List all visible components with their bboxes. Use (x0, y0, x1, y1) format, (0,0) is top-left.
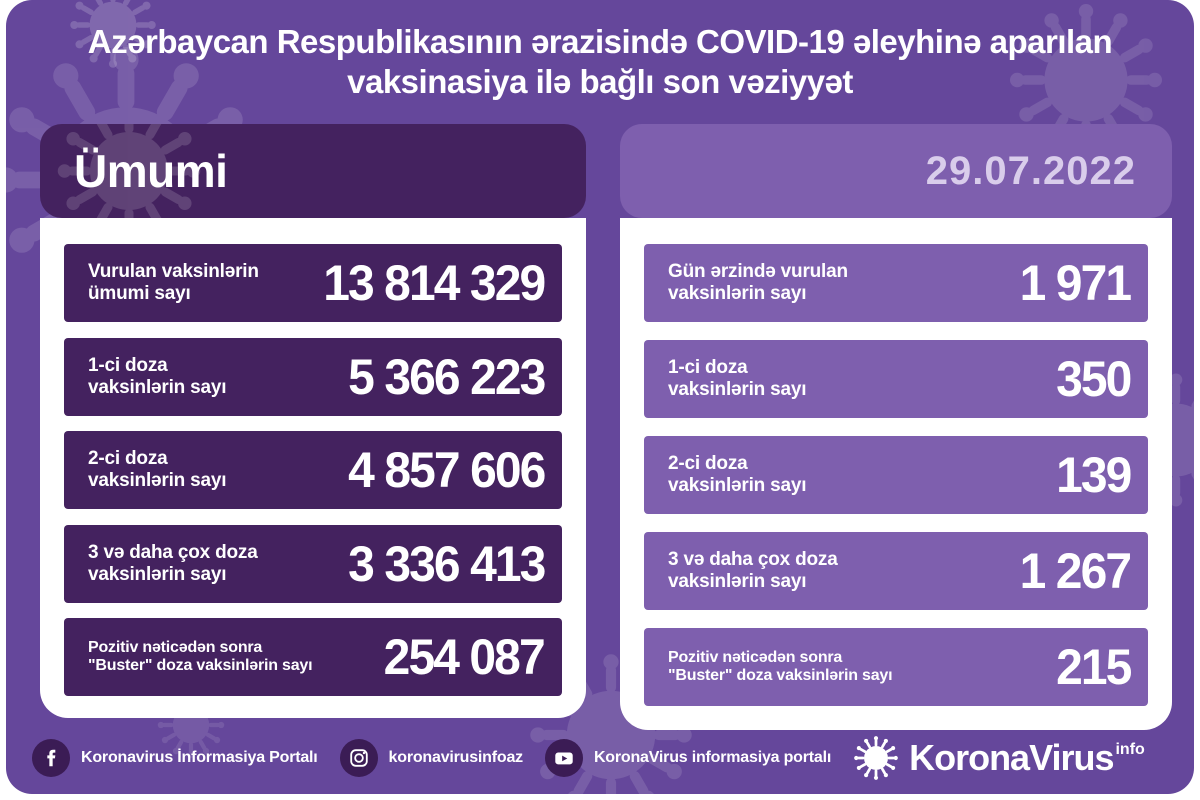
stat-label: 1-ci doza vaksinlərin sayı (668, 357, 807, 400)
stat-label: 3 və daha çox doza vaksinlərin sayı (668, 549, 838, 592)
footer: Koronavirus İnformasiya Portalı koronavi… (6, 730, 1194, 786)
youtube-link[interactable]: KoronaVirus informasiya portalı (544, 739, 832, 777)
stat-label: 2-ci doza vaksinlərin sayı (668, 453, 807, 496)
stat-value: 139 (1055, 447, 1132, 503)
stat-label: 2-ci doza vaksinlərin sayı (88, 448, 227, 491)
page-title-line2: vaksinasiya ilə bağlı son vəziyyət (347, 63, 853, 101)
stat-value: 254 087 (383, 629, 546, 685)
stat-label: 1-ci doza vaksinlərin sayı (88, 354, 227, 398)
facebook-link[interactable]: Koronavirus İnformasiya Portalı (32, 739, 318, 777)
stat-value: 4 857 606 (347, 442, 546, 498)
stat-value: 1 267 (1019, 543, 1131, 599)
stat-row-booster-daily: Pozitiv nəticədən sonra "Buster" doza va… (644, 628, 1148, 706)
totals-card: Vurulan vaksinlərin ümumi sayı 13 814 32… (40, 218, 586, 718)
stat-row-dose3plus-daily: 3 və daha çox doza vaksinlərin sayı 1 26… (644, 532, 1148, 610)
stat-label: Pozitiv nəticədən sonra "Buster" doza va… (88, 638, 313, 674)
stat-label: Vurulan vaksinlərin ümumi sayı (88, 261, 259, 304)
stat-label: Gün ərzində vurulan vaksinlərin sayı (668, 261, 848, 304)
stat-row-dose1-total: 1-ci doza vaksinlərin sayı 5 366 223 (64, 337, 562, 416)
stat-row-dose2-total: 2-ci doza vaksinlərin sayı 4 857 606 (64, 431, 562, 509)
totals-panel: Ümumi Vurulan vaksinlərin ümumi sayı 13 … (40, 124, 586, 718)
stat-label: 3 və daha çox doza vaksinlərin sayı (88, 541, 258, 585)
stat-value: 5 366 223 (347, 348, 546, 405)
youtube-icon (544, 739, 583, 777)
brand-logo[interactable]: KoronaVirus info (853, 735, 1145, 781)
stat-row-daily-vaccines: Gün ərzində vurulan vaksinlərin sayı 1 9… (644, 244, 1148, 322)
facebook-label: Koronavirus İnformasiya Portalı (81, 749, 318, 766)
daily-panel-header: 29.07.2022 (620, 124, 1172, 218)
daily-panel: 29.07.2022 Gün ərzində vurulan vaksinlər… (620, 124, 1172, 730)
page-title: Azərbaycan Respublikasının ərazisində CO… (6, 22, 1194, 103)
stat-label: Pozitiv nəticədən sonra "Buster" doza va… (668, 648, 893, 684)
stat-value: 13 814 329 (322, 255, 546, 311)
stat-row-dose2-daily: 2-ci doza vaksinlərin sayı 139 (644, 436, 1148, 514)
brand-name: KoronaVirus (909, 737, 1114, 778)
youtube-label: KoronaVirus informasiya portalı (593, 749, 832, 766)
totals-panel-title: Ümumi (74, 145, 228, 197)
instagram-link[interactable]: koronavirusinfoaz (339, 739, 524, 777)
totals-panel-header: Ümumi (40, 124, 586, 218)
stat-row-booster-total: Pozitiv nəticədən sonra "Buster" doza va… (64, 618, 562, 696)
stat-value: 215 (1055, 639, 1132, 695)
instagram-icon (339, 739, 378, 777)
daily-card: Gün ərzində vurulan vaksinlərin sayı 1 9… (620, 218, 1172, 730)
facebook-icon (32, 739, 70, 777)
stat-row-total-vaccines: Vurulan vaksinlərin ümumi sayı 13 814 32… (64, 244, 562, 322)
stat-row-dose3plus-total: 3 və daha çox doza vaksinlərin sayı 3 33… (64, 524, 562, 603)
stat-row-dose1-daily: 1-ci doza vaksinlərin sayı 350 (644, 340, 1148, 418)
stat-value: 1 971 (1019, 255, 1131, 311)
koronavirus-logo-icon (853, 735, 899, 781)
instagram-label: koronavirusinfoaz (388, 749, 524, 766)
stat-value: 3 336 413 (347, 535, 546, 592)
infographic-canvas: Azərbaycan Respublikasının ərazisində CO… (6, 0, 1194, 794)
report-date: 29.07.2022 (925, 148, 1136, 193)
page-title-line1: Azərbaycan Respublikasının ərazisində CO… (87, 23, 1113, 60)
brand-suffix: info (1115, 741, 1145, 758)
stat-value: 350 (1055, 351, 1132, 407)
